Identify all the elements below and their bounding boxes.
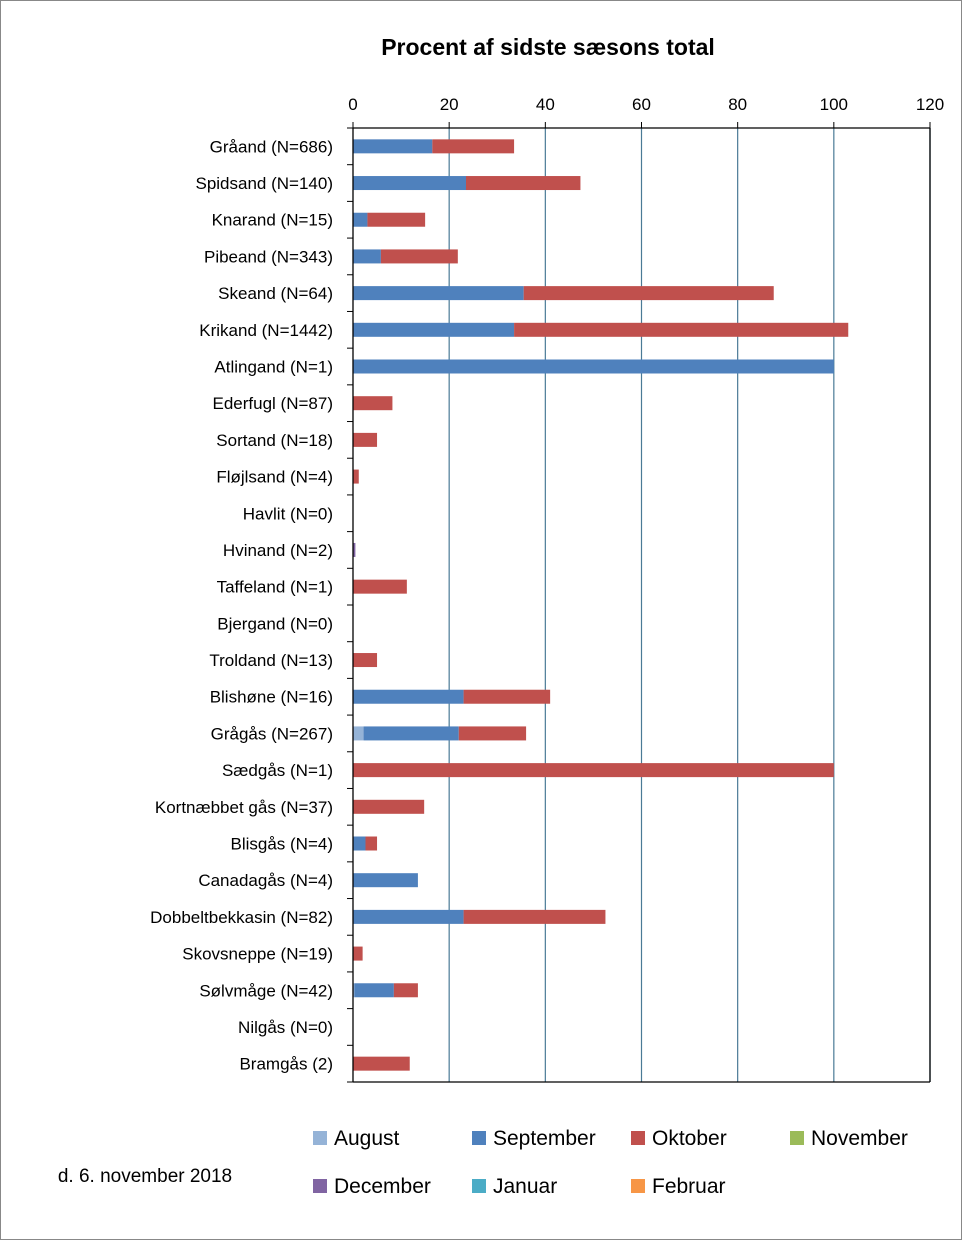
category-label-dobbeltbekkasin-n-82: Dobbeltbekkasin (N=82) — [150, 908, 333, 927]
bar-september-atlingand-n-1 — [353, 359, 834, 374]
category-label-taffeland-n-1: Taffeland (N=1) — [217, 578, 333, 597]
legend-label-august: August — [334, 1127, 400, 1150]
category-label-skeand-n-64: Skeand (N=64) — [218, 284, 333, 303]
category-label-bjergand-n-0: Bjergand (N=0) — [217, 614, 333, 633]
legend-label-september: September — [493, 1127, 596, 1150]
legend-label-oktober: Oktober — [652, 1127, 727, 1150]
legend-swatch-december — [313, 1179, 327, 1193]
x-tick-label-40: 40 — [536, 95, 555, 114]
legend-label-december: December — [334, 1175, 431, 1198]
category-label-nilgas-n-0: Nilgås (N=0) — [238, 1018, 333, 1037]
category-label-blisgas-n-4: Blisgås (N=4) — [230, 835, 333, 854]
category-label-blishone-n-16: Blishøne (N=16) — [210, 688, 333, 707]
bar-september-knarand-n-15 — [353, 212, 368, 227]
category-label-havlit-n-0: Havlit (N=0) — [243, 504, 333, 523]
bar-oktober-dobbeltbekkasin-n-82 — [463, 909, 606, 924]
x-tick-label-80: 80 — [728, 95, 747, 114]
category-label-skovsneppe-n-19: Skovsneppe (N=19) — [182, 945, 333, 964]
x-tick-label-100: 100 — [820, 95, 848, 114]
bar-september-solvmage-n-42 — [354, 983, 394, 998]
bar-oktober-sortand-n-18 — [353, 432, 378, 447]
x-tick-label-120: 120 — [916, 95, 944, 114]
category-label-troldand-n-13: Troldand (N=13) — [209, 651, 333, 670]
legend-label-februar: Februar — [652, 1175, 726, 1198]
bar-oktober-ederfugl-n-87 — [353, 396, 393, 411]
x-tick-label-60: 60 — [632, 95, 651, 114]
category-label-sortand-n-18: Sortand (N=18) — [216, 431, 333, 450]
category-label-knarand-n-15: Knarand (N=15) — [212, 211, 333, 230]
bar-oktober-flojlsand-n-4 — [353, 469, 359, 484]
bar-oktober-taffeland-n-1 — [353, 579, 407, 594]
bar-september-blishone-n-16 — [353, 689, 464, 704]
category-labels: Gråand (N=686) Spidsand (N=140) Knarand (N… — [150, 137, 333, 1073]
bar-oktober-pibeand-n-343 — [380, 249, 458, 264]
bar-oktober-kortnaebbet-gas-n-37 — [353, 799, 425, 814]
category-label-ederfugl-n-87: Ederfugl (N=87) — [213, 394, 333, 413]
legend-swatch-oktober — [631, 1131, 645, 1145]
category-label-canadagas-n-4: Canadagås (N=4) — [198, 871, 333, 890]
category-label-kortnaebbet-gas-n-37: Kortnæbbet gås (N=37) — [155, 798, 333, 817]
bar-september-dobbeltbekkasin-n-82 — [353, 909, 464, 924]
legend-label-januar: Januar — [493, 1175, 557, 1198]
bar-oktober-gragas-n-267 — [458, 726, 527, 741]
bar-oktober-graand-n-686 — [432, 139, 515, 154]
x-tick-labels: 0 20 40 60 80 100 120 — [348, 95, 944, 114]
chart-title: Procent af sidste sæsons total — [381, 34, 715, 60]
bar-december-hvinand-n-2 — [353, 542, 356, 557]
bar-september-gragas-n-267 — [363, 726, 459, 741]
bar-september-krikand-n-1442 — [353, 322, 515, 337]
category-label-hvinand-n-2: Hvinand (N=2) — [223, 541, 333, 560]
category-label-gragas-n-267: Grågås (N=267) — [211, 724, 333, 743]
category-label-krikand-n-1442: Krikand (N=1442) — [199, 321, 333, 340]
date-footnote: d. 6. november 2018 — [58, 1166, 232, 1187]
bar-oktober-blishone-n-16 — [463, 689, 551, 704]
bar-oktober-troldand-n-13 — [353, 653, 378, 668]
category-label-solvmage-n-42: Sølvmåge (N=42) — [199, 981, 333, 1000]
bar-september-graand-n-686 — [353, 139, 433, 154]
bar-oktober-skovsneppe-n-19 — [353, 946, 363, 961]
legend: August September Oktober November December Ja… — [313, 1127, 908, 1198]
bar-oktober-skeand-n-64 — [523, 286, 774, 301]
gridlines — [448, 128, 931, 1082]
legend-swatch-august — [313, 1131, 327, 1145]
bar-august-solvmage-n-42 — [353, 983, 355, 998]
legend-swatch-februar — [631, 1179, 645, 1193]
bar-oktober-krikand-n-1442 — [514, 322, 849, 337]
category-label-saedgas-n-1: Sædgås (N=1) — [222, 761, 333, 780]
x-tick-label-0: 0 — [348, 95, 357, 114]
category-label-spidsand-n-140: Spidsand (N=140) — [195, 174, 333, 193]
bar-oktober-blisgas-n-4 — [365, 836, 378, 851]
category-label-graand-n-686: Gråand (N=686) — [210, 137, 333, 156]
legend-label-november: November — [811, 1127, 908, 1150]
bar-september-blisgas-n-4 — [353, 836, 366, 851]
x-tick-label-20: 20 — [440, 95, 459, 114]
category-label-bramgas-2: Bramgås (2) — [239, 1055, 333, 1074]
legend-swatch-november — [790, 1131, 804, 1145]
bar-september-pibeand-n-343 — [353, 249, 381, 264]
legend-swatch-januar — [472, 1179, 486, 1193]
bar-september-skeand-n-64 — [353, 286, 524, 301]
axes — [347, 122, 931, 1083]
bar-oktober-solvmage-n-42 — [393, 983, 418, 998]
category-label-flojlsand-n-4: Fløjlsand (N=4) — [216, 468, 333, 487]
bar-september-spidsand-n-140 — [353, 176, 466, 191]
bars — [353, 139, 849, 1071]
category-label-pibeand-n-343: Pibeand (N=343) — [204, 247, 333, 266]
bar-august-gragas-n-267 — [353, 726, 364, 741]
bar-oktober-spidsand-n-140 — [465, 176, 581, 191]
category-label-atlingand-n-1: Atlingand (N=1) — [214, 358, 333, 377]
bar-september-canadagas-n-4 — [353, 873, 418, 888]
bar-oktober-bramgas-2 — [353, 1056, 410, 1071]
bar-oktober-knarand-n-15 — [367, 212, 426, 227]
legend-swatch-september — [472, 1131, 486, 1145]
bar-oktober-saedgas-n-1 — [353, 763, 834, 778]
